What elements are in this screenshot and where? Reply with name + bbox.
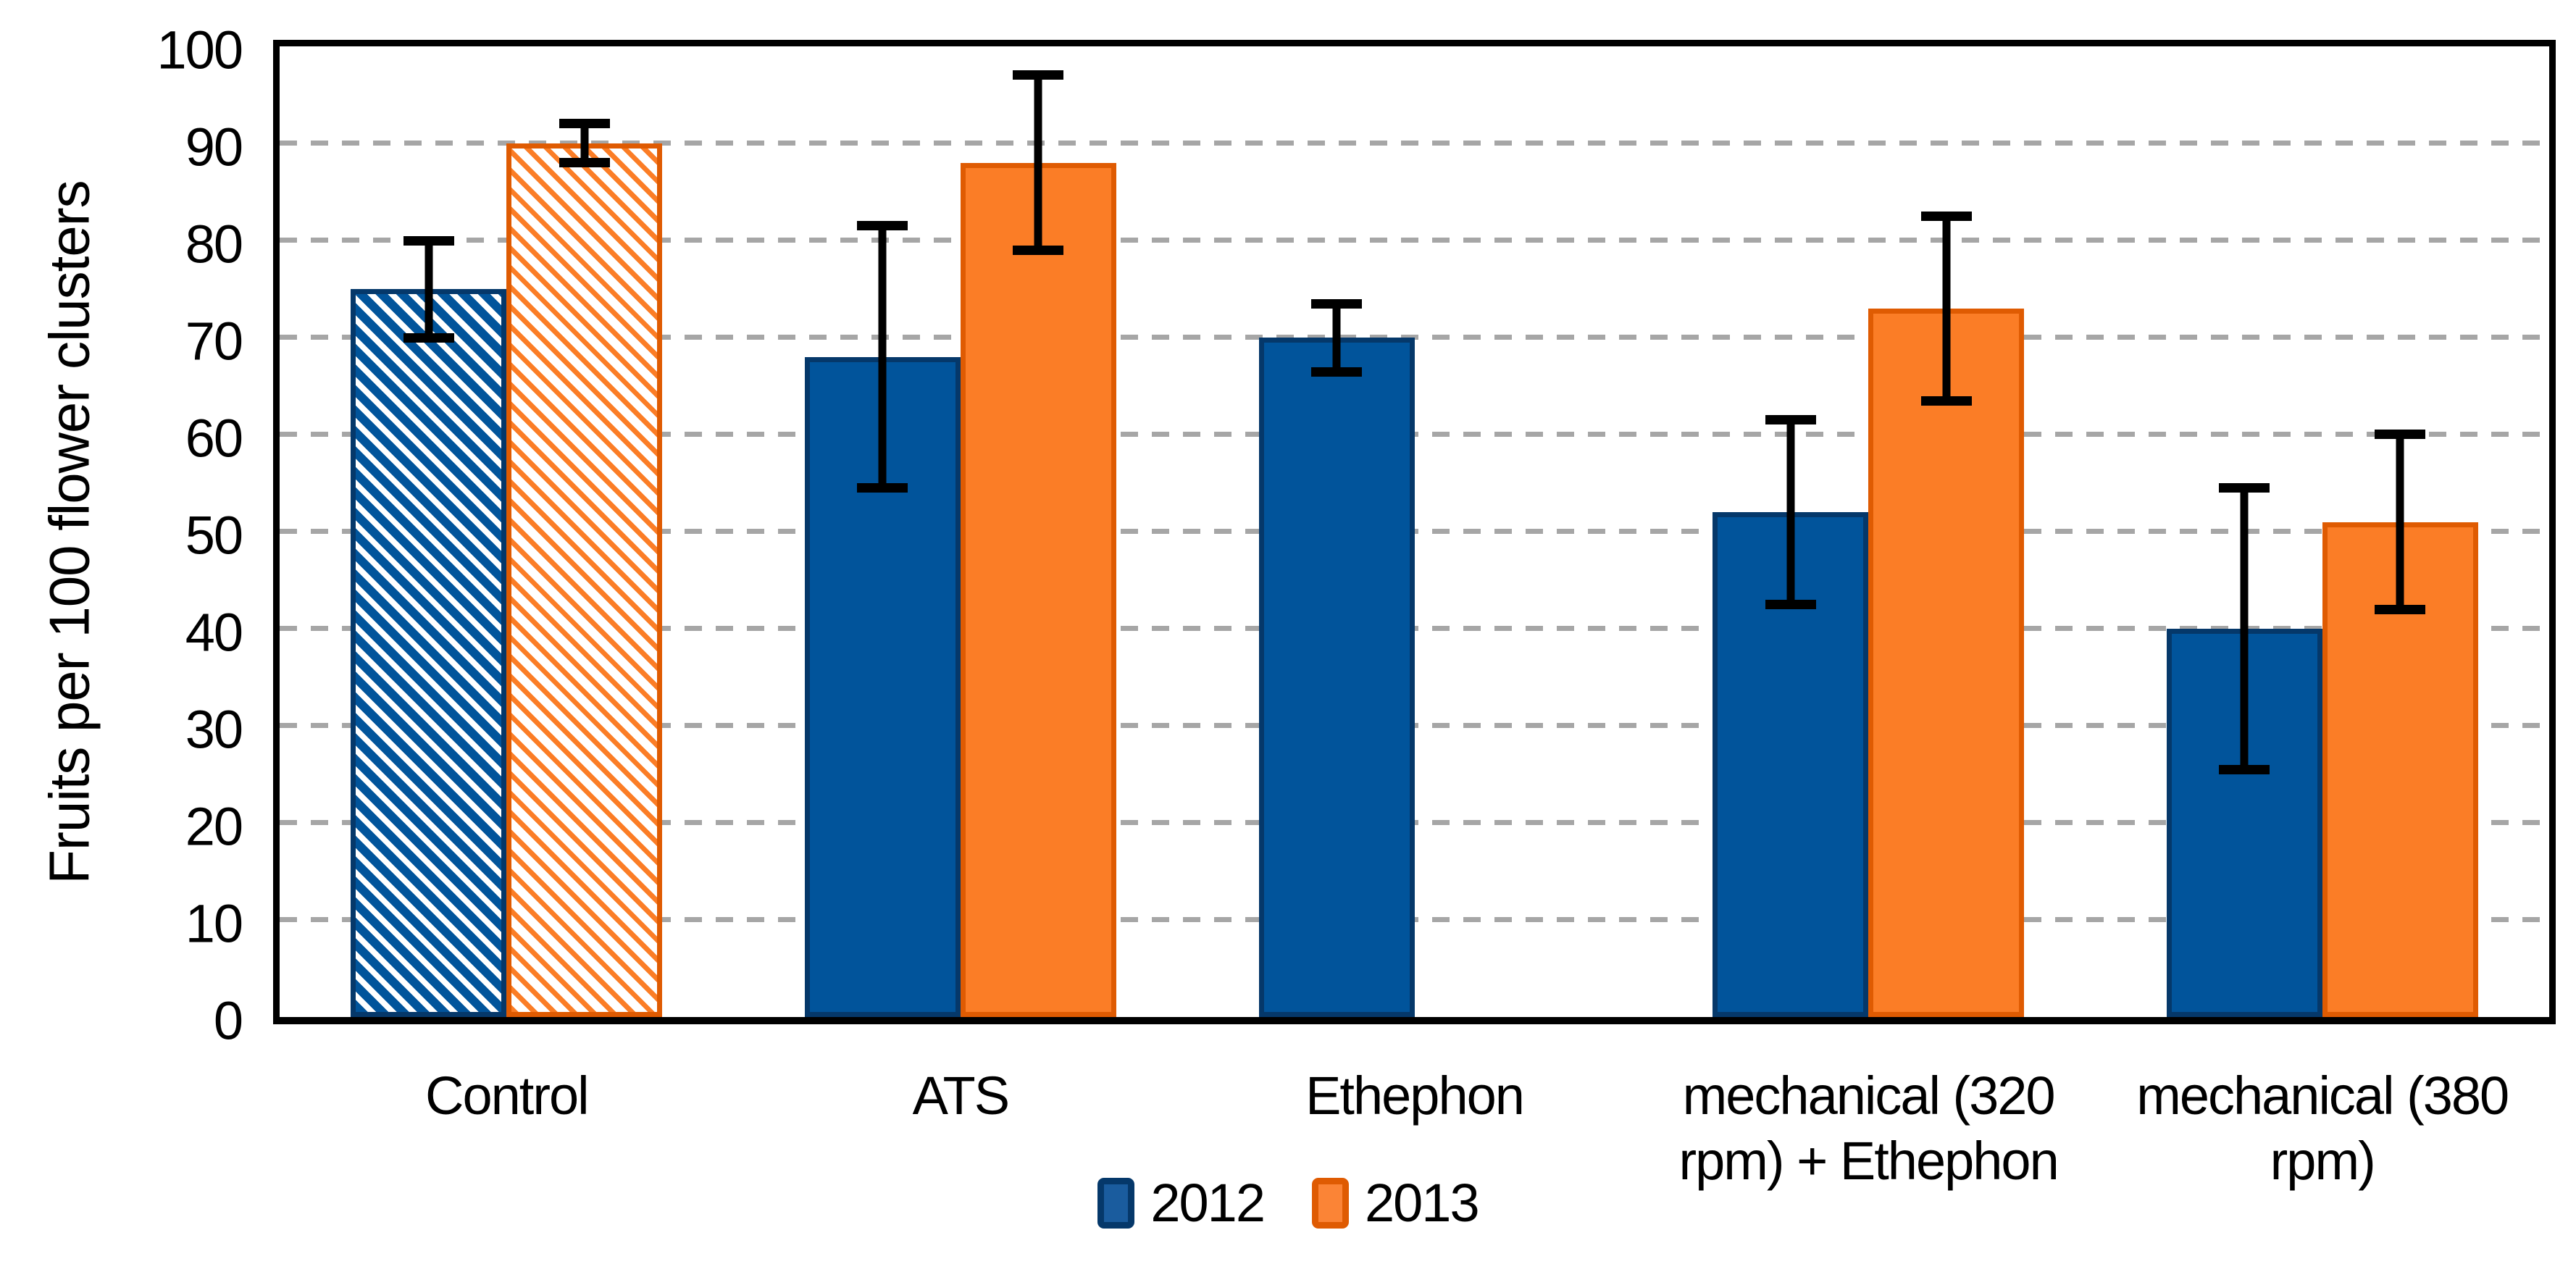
plot-area	[273, 40, 2556, 1024]
error-bar-line	[1786, 415, 1795, 609]
error-bar-2012-category-3	[1311, 299, 1362, 377]
error-bar-2012-category-4	[1765, 415, 1816, 609]
gridline-y10	[280, 917, 2549, 922]
gridline-y20	[280, 820, 2549, 825]
y-tick-label-70: 70	[185, 311, 243, 372]
error-bar-cap-top	[1765, 415, 1816, 424]
error-bar-cap-bottom	[1920, 396, 1972, 406]
bar-2012-category-1	[351, 289, 507, 1017]
y-tick-label-90: 90	[185, 117, 243, 177]
error-bar-cap-bottom	[559, 158, 610, 167]
y-tick-label-80: 80	[185, 214, 243, 275]
error-bar-2013-category-2	[1013, 70, 1064, 255]
error-bar-line	[425, 236, 433, 343]
y-tick-label-40: 40	[185, 602, 243, 663]
error-bar-line	[878, 221, 887, 493]
error-bar-line	[1034, 70, 1042, 255]
error-bar-cap-bottom	[2375, 605, 2426, 614]
gridline-y50	[280, 529, 2549, 534]
gridline-y60	[280, 432, 2549, 437]
legend-swatch-2013	[1312, 1177, 1349, 1229]
gridline-y30	[280, 723, 2549, 728]
error-bar-cap-bottom	[857, 483, 908, 493]
error-bar-2013-category-4	[1920, 212, 1972, 406]
bar-2013-category-1	[506, 143, 663, 1017]
error-bar-2013-category-5	[2375, 430, 2426, 614]
error-bar-line	[2396, 430, 2404, 614]
gridline-y80	[280, 238, 2549, 243]
error-bar-cap-bottom	[1013, 246, 1064, 255]
y-tick-label-100: 100	[156, 20, 243, 80]
category-label-2: ATS	[912, 1066, 1010, 1126]
legend-label-2012: 2012	[1150, 1173, 1266, 1233]
error-bar-cap-top	[1311, 299, 1362, 309]
y-tick-label-0: 0	[213, 990, 243, 1051]
error-bar-cap-bottom	[1311, 367, 1362, 377]
error-bar-2013-category-1	[559, 119, 610, 167]
y-tick-label-30: 30	[185, 699, 243, 760]
bar-2012-category-3	[1258, 338, 1415, 1017]
legend-label-2013: 2013	[1365, 1173, 1480, 1233]
legend-swatch-2012	[1097, 1177, 1135, 1229]
legend-item-2012: 2012	[1097, 1172, 1266, 1234]
error-bar-cap-top	[1920, 212, 1972, 221]
error-bar-2012-category-2	[857, 221, 908, 493]
error-bar-cap-bottom	[2219, 765, 2270, 774]
error-bar-cap-top	[403, 236, 454, 246]
error-bar-cap-top	[1013, 70, 1064, 80]
error-bar-2012-category-1	[403, 236, 454, 343]
legend: 2012 2013	[0, 1172, 2576, 1234]
category-label-1: Control	[425, 1066, 590, 1126]
error-bar-cap-top	[2375, 430, 2426, 439]
plot-inner	[280, 46, 2549, 1017]
error-bar-cap-bottom	[403, 333, 454, 343]
gridline-y40	[280, 626, 2549, 631]
y-tick-label-10: 10	[185, 893, 243, 954]
category-label-5: mechanical (380 rpm)	[2136, 1066, 2509, 1191]
legend-item-2013: 2013	[1312, 1172, 1480, 1234]
error-bar-line	[1942, 212, 1951, 406]
error-bar-cap-top	[2219, 483, 2270, 493]
error-bar-cap-top	[857, 221, 908, 230]
error-bar-2012-category-5	[2219, 483, 2270, 774]
error-bar-cap-top	[559, 119, 610, 128]
bar-2013-category-2	[960, 163, 1116, 1017]
category-label-3: Ethephon	[1305, 1066, 1525, 1126]
error-bar-line	[580, 119, 589, 167]
gridline-y70	[280, 335, 2549, 340]
gridline-y90	[280, 141, 2549, 146]
error-bar-line	[2240, 483, 2249, 774]
category-label-4: mechanical (320 rpm) + Ethephon	[1678, 1066, 2059, 1191]
y-tick-label-60: 60	[185, 408, 243, 469]
error-bar-line	[1332, 299, 1341, 377]
y-tick-label-20: 20	[185, 796, 243, 857]
bar-2013-category-4	[1868, 309, 2025, 1017]
error-bar-cap-bottom	[1765, 600, 1816, 609]
y-tick-label-50: 50	[185, 505, 243, 566]
y-axis-title: Fruits per 100 flower clusters	[37, 180, 101, 884]
